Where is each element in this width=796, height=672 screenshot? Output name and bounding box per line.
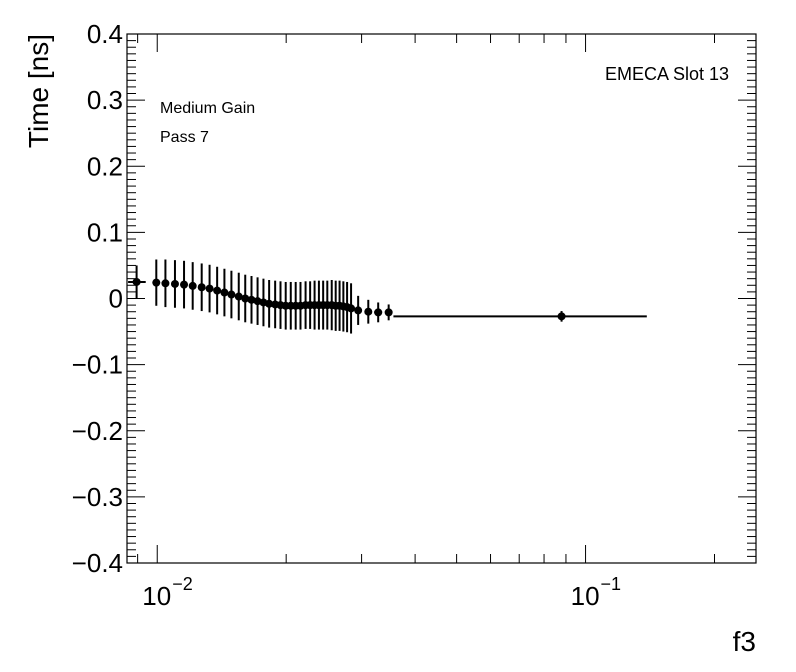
y-tick-label: −0.3 <box>72 482 123 512</box>
marker <box>247 295 256 304</box>
data-point <box>205 264 214 313</box>
data-point <box>227 270 236 319</box>
data-point <box>384 304 393 321</box>
marker <box>161 279 170 288</box>
data-point <box>347 283 356 334</box>
data-point <box>265 279 274 328</box>
x-axis-title: f3 <box>733 626 756 657</box>
data-point <box>393 311 647 322</box>
data-point <box>161 259 170 308</box>
y-tick-label: −0.4 <box>72 548 123 578</box>
marker <box>180 280 189 289</box>
marker <box>213 286 222 295</box>
y-tick-label: 0 <box>109 284 123 314</box>
data-point <box>213 266 222 315</box>
data-point <box>247 276 256 324</box>
data-point <box>374 302 383 323</box>
data-point <box>188 262 197 310</box>
marker <box>364 307 373 316</box>
marker <box>557 312 566 321</box>
axis-ticks <box>127 33 756 564</box>
y-tick-label: 0.4 <box>87 19 123 49</box>
data-point <box>180 260 189 309</box>
marker <box>234 292 243 301</box>
marker <box>347 304 356 313</box>
data-point <box>234 272 243 321</box>
x-tick-labels: 10 −2 10 −1 <box>142 574 621 611</box>
data-point <box>220 268 229 317</box>
marker <box>374 308 383 317</box>
marker <box>132 277 141 286</box>
data-point <box>241 274 250 323</box>
y-tick-label: 0.1 <box>87 217 123 247</box>
marker <box>265 299 274 308</box>
y-tick-label: 0.3 <box>87 85 123 115</box>
marker <box>170 279 179 288</box>
plot-frame <box>126 33 757 564</box>
slot-label: EMECA Slot 13 <box>605 64 729 84</box>
y-axis-title: Time [ns] <box>23 34 54 148</box>
y-tick-labels: −0.4 −0.3 −0.2 −0.1 0 0.1 0.2 0.3 0.4 <box>72 19 123 578</box>
y-tick-label: −0.2 <box>72 416 123 446</box>
x-tick-label: 10 <box>142 581 171 611</box>
data-point <box>354 295 363 325</box>
x-tick-label-exponent: −1 <box>601 574 622 594</box>
y-tick-label: −0.1 <box>72 350 123 380</box>
data-point <box>197 263 206 312</box>
marker <box>197 283 206 292</box>
marker <box>227 290 236 299</box>
y-tick-label: 0.2 <box>87 151 123 181</box>
data-point <box>364 299 373 324</box>
data-point <box>128 265 146 299</box>
data-points <box>128 259 647 334</box>
data-point <box>259 278 268 327</box>
pass-label: Pass 7 <box>160 129 209 146</box>
marker <box>152 278 161 287</box>
data-point <box>152 259 161 306</box>
x-tick-label-exponent: −2 <box>172 574 193 594</box>
marker <box>205 284 214 293</box>
marker <box>188 281 197 290</box>
marker <box>220 288 229 297</box>
marker <box>354 306 363 315</box>
marker <box>241 294 250 303</box>
gain-label: Medium Gain <box>160 100 255 117</box>
x-tick-label: 10 <box>571 581 600 611</box>
data-point <box>170 260 179 308</box>
marker <box>384 308 393 317</box>
